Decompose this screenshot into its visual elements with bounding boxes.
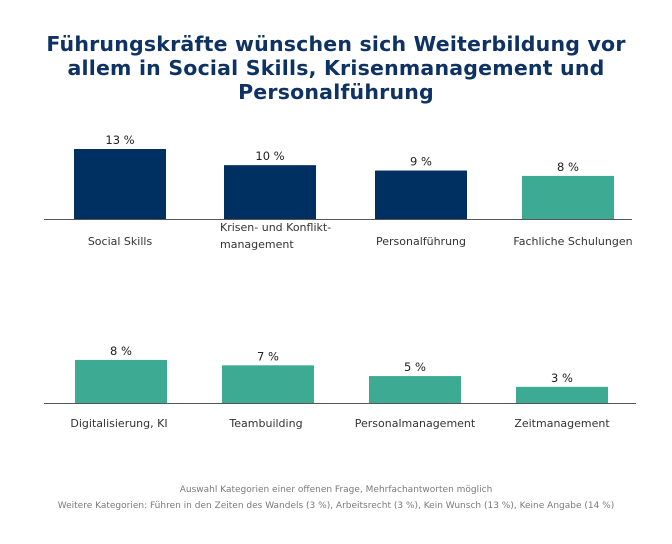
bar-2-3 (369, 376, 461, 403)
value-label-1-1: 13 % (105, 133, 134, 147)
bar-1-1 (74, 149, 166, 219)
category-label-1-1: Social Skills (88, 235, 153, 248)
bar-1-4 (522, 175, 614, 219)
category-label-2-1: Digitalisierung, KI (70, 417, 167, 430)
value-label-2-1: 8 % (110, 344, 132, 358)
footnote-other-categories: Weitere Kategorien: Führen in den Zeiten… (57, 501, 615, 511)
bar-2-2 (222, 365, 314, 403)
bar-2-4 (516, 386, 608, 403)
chart-title: Führungskräfte wünschen sich Weiterbildu… (46, 32, 626, 104)
value-label-1-2: 10 % (255, 149, 284, 163)
category-label-2-2: Teambuilding (228, 417, 302, 430)
bar-1-3 (375, 170, 467, 219)
footnote-survey: Auswahl Kategorien einer offenen Frage, … (179, 485, 493, 495)
category-label-2-4: Zeitmanagement (514, 417, 610, 430)
value-label-2-4: 3 % (551, 371, 573, 385)
category-label-1-2-line-2: management (220, 238, 294, 251)
bar-2-1 (75, 359, 167, 403)
bar-chart: 13 % Social Skills 10 % Krisen- und Konflik… (44, 133, 636, 430)
category-label-1-3: Personalführung (376, 235, 466, 248)
bar-1-2 (224, 165, 316, 219)
value-label-2-3: 5 % (404, 360, 426, 374)
category-label-2-3: Personalmanagement (355, 417, 476, 430)
category-label-1-4: Fachliche Schulungen (513, 235, 632, 248)
category-label-1-2-line-1: Krisen- und Konflikt- (220, 221, 331, 234)
value-label-1-4: 8 % (557, 160, 579, 174)
value-label-1-3: 9 % (410, 155, 432, 169)
value-label-2-2: 7 % (257, 349, 279, 363)
